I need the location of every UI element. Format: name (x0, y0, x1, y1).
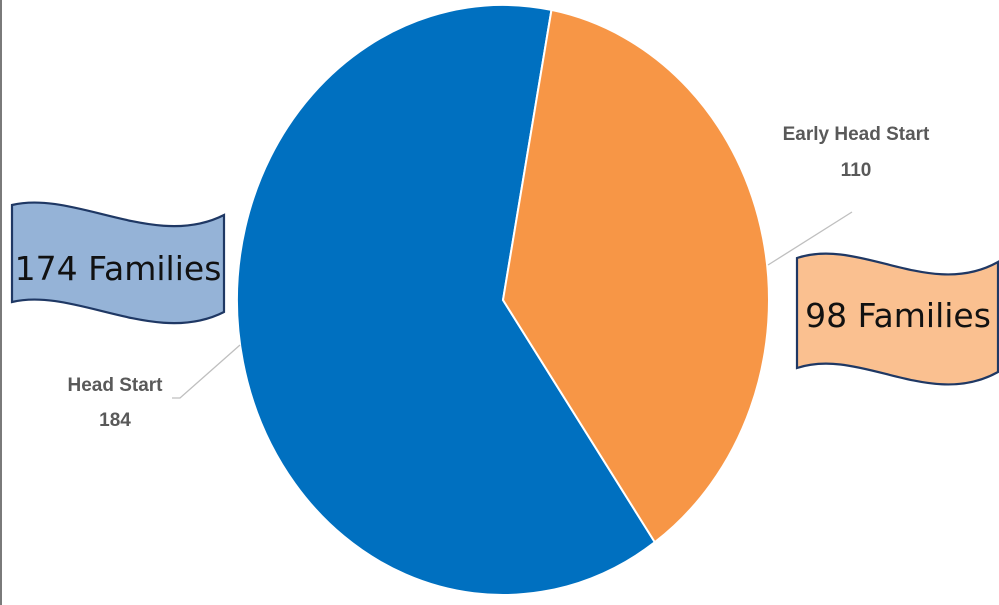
callout-banner-early-head-start: 98 Families (795, 252, 999, 386)
slice-label-early-head-start-name: Early Head Start (783, 124, 930, 145)
banner-shape-head-start (10, 201, 226, 325)
banner-text-early-head-start: 98 Families (805, 296, 991, 335)
slice-label-early-head-start-value: 110 (841, 160, 872, 181)
leader-line-early-head-start (767, 211, 853, 266)
leader-line-head-start (172, 344, 241, 399)
pie-slice-head-start (236, 4, 657, 596)
callout-banner-head-start: 174 Families (10, 201, 226, 325)
banner-text-head-start: 174 Families (15, 249, 222, 288)
pie-slice-early-head-start (501, 8, 770, 544)
slice-label-head-start-name: Head Start (67, 375, 163, 396)
slice-label-head-start-value: 184 (99, 410, 131, 431)
banner-shape-early-head-start (795, 252, 999, 386)
